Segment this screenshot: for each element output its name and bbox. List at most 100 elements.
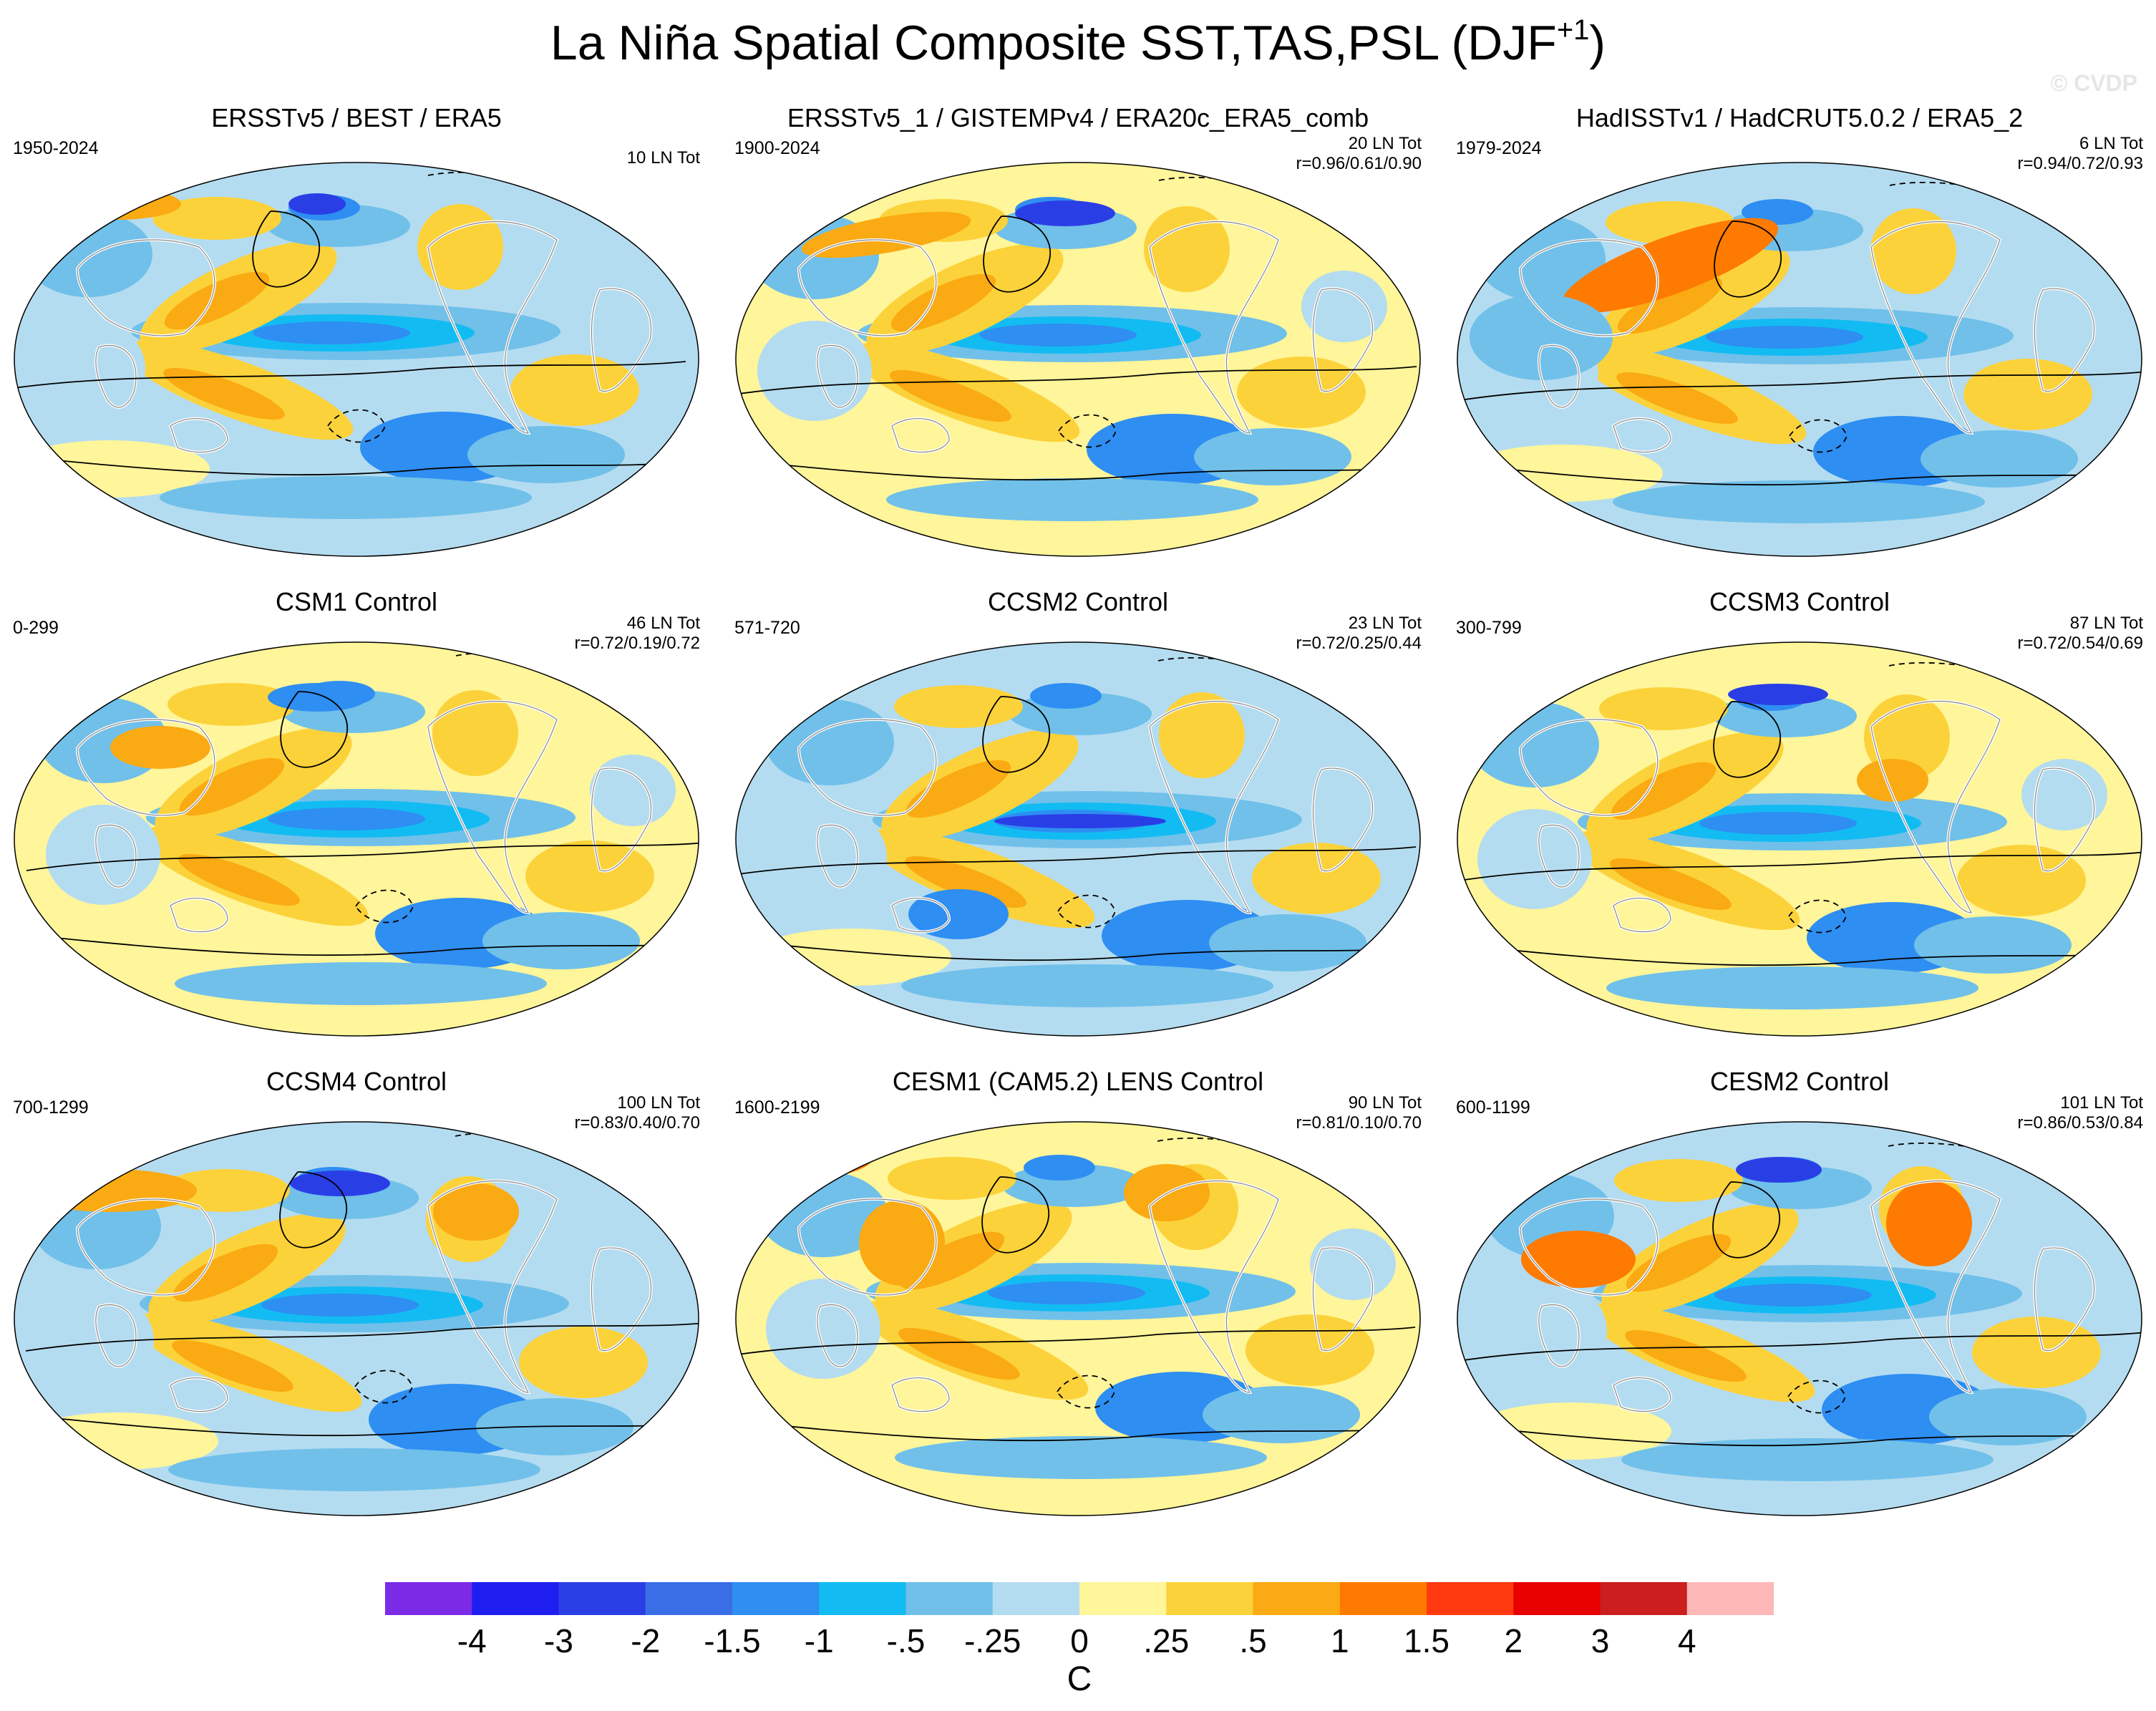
composite-map (14, 162, 699, 557)
map-panel-hadisst: HadISSTv1 / HadCRUT5.0.2 / ERA5_2 1979-2… (1443, 89, 2156, 569)
map-panel-ersstv5: ERSSTv5 / BEST / ERA5 1950-2024 10 LN To… (0, 89, 713, 569)
pattern-correlation: r=0.72/0.25/0.44 (1296, 634, 1422, 653)
panel-title: HadISSTv1 / HadCRUT5.0.2 / ERA5_2 (1575, 103, 2024, 132)
year-range: 600-1199 (1456, 1097, 1530, 1118)
year-range: 1600-2199 (734, 1097, 820, 1118)
panel-title: CCSM4 Control (266, 1067, 447, 1096)
psl-contour (25, 1322, 699, 1352)
map-panel-cesm1: CESM1 (CAM5.2) LENS Control 1600-2199 90… (722, 1049, 1434, 1528)
anomaly-region (890, 273, 996, 332)
anomaly-region (163, 367, 285, 420)
coastline (427, 221, 558, 434)
year-range: 1900-2024 (734, 138, 820, 158)
anomaly-region (1921, 430, 2078, 488)
anomaly-region (152, 197, 281, 240)
map-outline (1457, 162, 2142, 557)
anomaly-region (164, 271, 270, 330)
anomaly-region (31, 319, 145, 419)
coastline (891, 898, 950, 933)
anomaly-region (1209, 914, 1366, 971)
psl-contour (736, 846, 1417, 876)
psl-contour (26, 934, 699, 956)
coastline (798, 1198, 937, 1296)
map-field (1457, 163, 2142, 556)
colorbar-swatch (732, 1582, 820, 1615)
coastline (817, 344, 858, 408)
anomaly-region (1963, 359, 2092, 430)
event-count: 100 LN Tot (617, 1093, 700, 1113)
coastline (427, 1181, 558, 1393)
anomaly-region (1614, 1159, 1743, 1202)
anomaly-region (178, 853, 300, 906)
map-outline (1457, 641, 2142, 1037)
colorbar (385, 1582, 1774, 1615)
anomaly-region (417, 204, 503, 290)
anomaly-region (1252, 843, 1381, 914)
colorbar-swatch (819, 1582, 906, 1615)
anomaly-region (901, 964, 1273, 1007)
anomaly-region (590, 755, 676, 826)
map-outline (14, 1121, 699, 1516)
psl-contour (1460, 371, 2142, 401)
coastline (2034, 1247, 2095, 1352)
anomaly-region (575, 268, 661, 340)
panel-title: CSM1 Control (275, 587, 438, 616)
psl-contour (25, 1415, 699, 1437)
coastline (1538, 344, 1580, 408)
anomaly-region (895, 1436, 1267, 1479)
anomaly-region (1030, 683, 1102, 709)
coastline (891, 418, 950, 453)
anomaly-region (1194, 428, 1351, 485)
composite-map (735, 162, 1421, 557)
map-panel-ccsm3: CCSM3 Control 300-799 87 LN Tot r=0.72/0… (1443, 569, 2156, 1049)
coastline (170, 898, 228, 933)
anomaly-region (994, 814, 1166, 828)
coastline (77, 1198, 215, 1296)
coastline (1149, 701, 1279, 913)
composite-map (735, 1121, 1421, 1516)
anomaly-region (1245, 1314, 1374, 1386)
anomaly-region (1024, 1155, 1095, 1181)
panel-title: CESM2 Control (1709, 1067, 1890, 1096)
psl-contour (1712, 1181, 1780, 1259)
anomaly-region (467, 426, 625, 483)
psl-contour (1789, 419, 1847, 453)
colorbar-tick-label: 2 (1504, 1622, 1523, 1659)
panel-title: CESM1 (CAM5.2) LENS Control (892, 1067, 1264, 1096)
anomaly-region (432, 690, 518, 776)
event-count: 90 LN Tot (1348, 1093, 1422, 1113)
anomaly-region (52, 188, 181, 220)
psl-contour (736, 459, 1417, 481)
coastline (1870, 1181, 2001, 1393)
panel-title: ERSSTv5_1 / GISTEMPv4 / ERA20c_ERA5_comb (787, 103, 1369, 132)
composite-map (14, 641, 699, 1037)
coastline (427, 701, 558, 913)
event-count: 10 LN Tot (626, 148, 700, 168)
pattern-correlation: r=0.94/0.72/0.93 (2017, 154, 2143, 173)
anomaly-region (583, 1241, 669, 1312)
colorbar-swatch (905, 1582, 994, 1615)
anomaly-region (268, 683, 368, 712)
anomaly-region (290, 1170, 390, 1196)
anomaly-region (766, 1279, 880, 1379)
colorbar-tick-label: -4 (457, 1622, 487, 1659)
map-field (736, 163, 1420, 556)
map-panel-ccsm2: CCSM2 Control 571-720 23 LN Tot r=0.72/0… (722, 569, 1434, 1049)
coastline (1520, 719, 1659, 816)
pattern-correlation: r=0.81/0.10/0.70 (1296, 1113, 1422, 1133)
psl-contour (14, 361, 686, 391)
psl-contour (1788, 899, 1847, 934)
composite-map (1457, 162, 2142, 557)
map-outline (735, 1121, 1421, 1516)
anomaly-region (1159, 692, 1245, 778)
coastline (95, 824, 137, 888)
coastline (2034, 767, 2095, 872)
pattern-correlation: r=0.72/0.19/0.72 (574, 634, 700, 653)
year-range: 571-720 (734, 618, 800, 638)
coastline (591, 1247, 652, 1352)
colorbar-tick-label: .5 (1239, 1622, 1267, 1659)
psl-contour (1458, 1425, 2142, 1447)
psl-contour (355, 889, 414, 924)
coastline (77, 239, 215, 336)
event-count: 101 LN Tot (2060, 1093, 2143, 1113)
